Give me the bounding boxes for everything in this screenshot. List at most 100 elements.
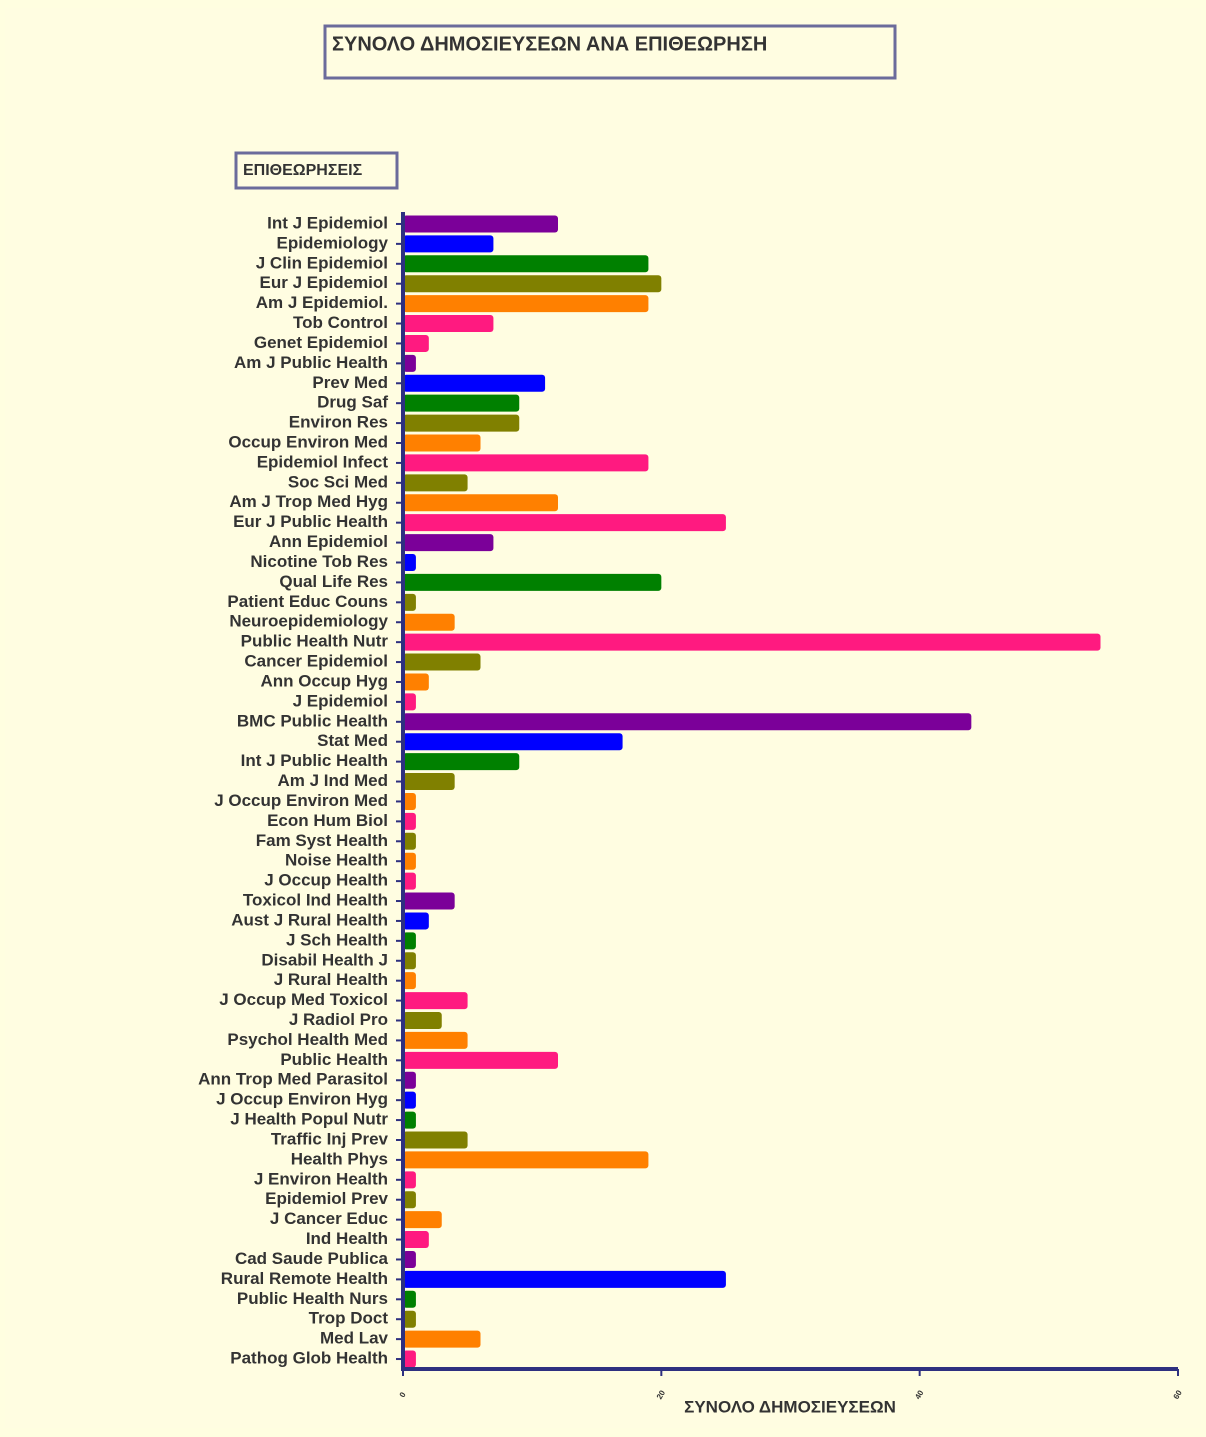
x-axis-label: ΣΥΝΟΛΟ ΔΗΜΟΣΙΕΥΣΕΩΝ [684,1397,896,1416]
y-tick-label: Ann Epidemiol [269,532,388,551]
bar [403,693,416,711]
y-tick-label: Am J Ind Med [277,771,388,790]
bar [403,553,416,571]
y-tick-label: Am J Epidemiol. [256,293,388,312]
bar [403,494,558,512]
bar [403,1071,416,1089]
bar [403,1091,416,1109]
bar [403,733,623,751]
bar [403,1031,468,1049]
bar [403,1012,442,1030]
bar [403,1111,416,1129]
y-tick-label: Econ Hum Biol [267,811,388,830]
bar [403,235,494,253]
bar [403,852,416,870]
y-axis-label: ΕΠΙΘΕΩΡΗΣΕΙΣ [243,162,363,179]
bar [403,1151,649,1169]
y-tick-label: BMC Public Health [237,711,388,730]
bar [403,354,416,372]
y-tick-label: Environ Res [289,413,388,432]
bar [403,1051,558,1069]
y-tick-label: J Occup Environ Med [214,791,388,810]
y-tick-label: Ind Health [306,1229,388,1248]
bar [403,1270,726,1288]
bar [403,454,649,472]
bar [403,1250,416,1268]
bar [403,992,468,1010]
y-tick-label: J Environ Health [254,1169,388,1188]
y-tick-label: Epidemiology [277,233,389,252]
bar [403,1231,429,1249]
bar [403,1171,416,1189]
bar [403,255,649,273]
y-tick-label: Psychol Health Med [227,1030,388,1049]
y-tick-label: Prev Med [312,373,388,392]
bar [403,514,726,532]
bar [403,872,416,890]
y-tick-label: Drug Saf [317,393,388,412]
y-tick-label: Pathog Glob Health [230,1349,388,1368]
y-tick-label: J Epidemiol [293,691,388,710]
bar [403,972,416,990]
y-tick-label: Noise Health [285,851,388,870]
y-tick-label: Med Lav [320,1329,389,1348]
y-tick-label: Ann Trop Med Parasitol [198,1070,388,1089]
title-box [323,24,897,80]
bar [403,633,1101,651]
y-tick-label: Neuroepidemiology [229,612,388,631]
y-tick-label: Am J Trop Med Hyg [229,492,388,511]
y-tick-label: J Cancer Educ [270,1209,388,1228]
bar [403,573,662,591]
y-tick-label: Eur J Epidemiol [260,273,388,292]
bar [403,952,416,970]
y-tick-label: J Health Popul Nutr [230,1110,388,1129]
bar [403,394,520,412]
y-tick-label: Patient Educ Couns [227,592,388,611]
y-tick-label: Eur J Public Health [233,512,388,531]
bar [403,534,494,552]
bar [403,1131,468,1149]
y-tick-label: Public Health Nurs [237,1289,388,1308]
bar [403,932,416,950]
y-tick-label: Am J Public Health [234,353,388,372]
bar [403,613,455,631]
y-tick-label: Trop Doct [309,1309,389,1328]
bar [403,215,558,233]
y-tick-label: Ann Occup Hyg [260,671,388,690]
y-tick-label: Stat Med [317,731,388,750]
bar [403,792,416,810]
y-tick-label: Fam Syst Health [256,831,388,850]
y-tick-label: Epidemiol Infect [257,452,389,471]
bar [403,374,546,392]
y-tick-label: Tob Control [293,313,388,332]
bar [403,474,468,492]
y-tick-label: J Occup Health [264,871,388,890]
bar [403,832,416,850]
x-tick-label: 0 [398,1390,408,1399]
bar [403,275,662,293]
y-tick-label: J Rural Health [274,970,388,989]
y-tick-label: Epidemiol Prev [265,1189,388,1208]
bar [403,1211,442,1229]
y-tick-label: Rural Remote Health [221,1269,388,1288]
y-tick-label: Aust J Rural Health [231,910,388,929]
y-tick-label: Nicotine Tob Res [250,552,388,571]
bar [403,773,455,791]
bar [403,713,972,731]
y-tick-label: J Occup Environ Hyg [216,1090,388,1109]
bar [403,295,649,313]
y-tick-label: Qual Life Res [279,572,388,591]
bar [403,653,481,671]
y-tick-label: Disabil Health J [261,950,388,969]
bar [403,593,416,611]
y-tick-label: Genet Epidemiol [254,333,388,352]
bar [403,892,455,910]
bar [403,1310,416,1328]
bar [403,414,520,432]
bar [403,1290,416,1308]
chart-title: ΣΥΝΟΛΟ ΔΗΜΟΣΙΕΥΣΕΩΝ ΑΝΑ ΕΠΙΘΕΩΡΗΣΗ [332,33,767,55]
y-tick-label: J Clin Epidemiol [256,253,388,272]
y-tick-label: Cad Saude Publica [235,1249,389,1268]
bar [403,334,429,352]
